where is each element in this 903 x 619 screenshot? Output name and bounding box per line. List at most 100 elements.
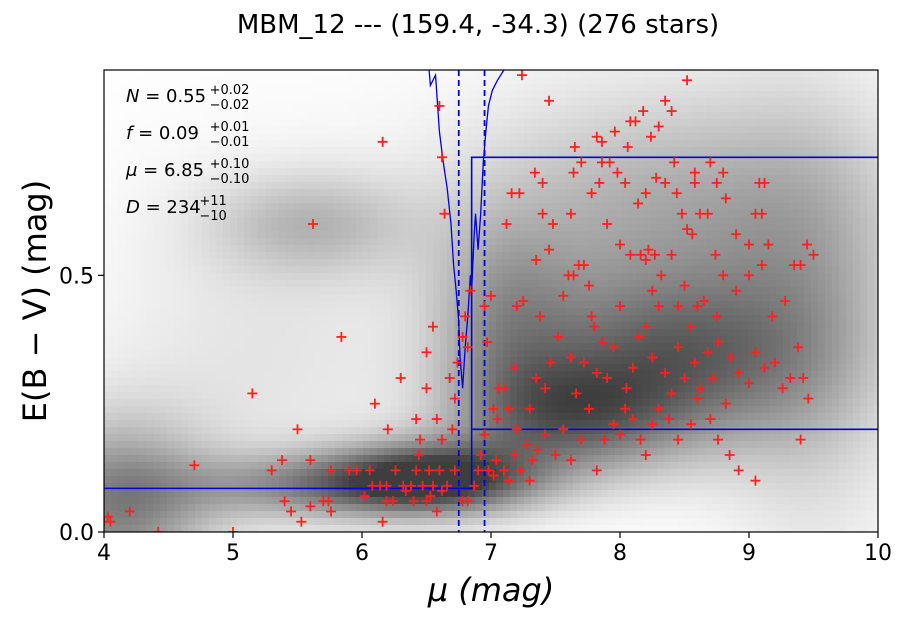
density-cell xyxy=(580,224,588,232)
density-cell xyxy=(188,147,196,155)
density-cell xyxy=(272,245,280,253)
density-cell xyxy=(489,315,497,323)
density-cell xyxy=(524,518,532,526)
density-cell xyxy=(503,343,511,351)
density-cell xyxy=(258,427,266,435)
density-cell xyxy=(153,518,161,526)
density-cell xyxy=(559,259,567,267)
density-cell xyxy=(412,98,420,106)
density-cell xyxy=(209,91,217,99)
density-cell xyxy=(398,273,406,281)
density-cell xyxy=(125,448,133,456)
density-cell xyxy=(111,406,119,414)
density-cell xyxy=(419,133,427,141)
density-cell xyxy=(328,476,336,484)
density-cell xyxy=(300,252,308,260)
density-cell xyxy=(517,504,525,512)
density-cell xyxy=(419,490,427,498)
density-cell xyxy=(545,133,553,141)
density-cell xyxy=(398,133,406,141)
density-cell xyxy=(139,385,147,393)
density-cell xyxy=(160,476,168,484)
density-cell xyxy=(545,259,553,267)
density-cell xyxy=(216,168,224,176)
density-cell xyxy=(405,455,413,463)
density-cell xyxy=(223,448,231,456)
density-cell xyxy=(559,329,567,337)
density-cell xyxy=(496,112,504,120)
density-cell xyxy=(489,455,497,463)
density-cell xyxy=(461,84,469,92)
density-cell xyxy=(433,245,441,253)
density-cell xyxy=(258,105,266,113)
density-cell xyxy=(223,434,231,442)
density-cell xyxy=(195,525,203,532)
density-cell xyxy=(216,343,224,351)
density-cell xyxy=(545,196,553,204)
density-cell xyxy=(286,140,294,148)
density-cell xyxy=(524,329,532,337)
density-cell xyxy=(552,224,560,232)
density-cell xyxy=(223,182,231,190)
density-cell xyxy=(601,504,609,512)
density-cell xyxy=(265,70,273,78)
density-cell xyxy=(391,147,399,155)
density-cell xyxy=(412,476,420,484)
density-cell xyxy=(608,462,616,470)
density-cell xyxy=(594,84,602,92)
density-cell xyxy=(328,154,336,162)
density-cell xyxy=(566,469,574,477)
density-cell xyxy=(132,70,140,78)
density-cell xyxy=(174,217,182,225)
density-cell xyxy=(594,441,602,449)
density-cell xyxy=(258,315,266,323)
density-cell xyxy=(629,119,637,127)
density-cell xyxy=(174,119,182,127)
density-cell xyxy=(118,77,126,85)
density-cell xyxy=(335,224,343,232)
density-cell xyxy=(356,329,364,337)
density-cell xyxy=(202,189,210,197)
density-cell xyxy=(209,469,217,477)
density-cell xyxy=(139,210,147,218)
density-cell xyxy=(279,189,287,197)
density-cell xyxy=(489,322,497,330)
density-cell xyxy=(139,455,147,463)
density-cell xyxy=(391,203,399,211)
density-cell xyxy=(314,308,322,316)
density-cell xyxy=(335,210,343,218)
density-cell xyxy=(335,84,343,92)
density-cell xyxy=(160,161,168,169)
density-cell xyxy=(370,392,378,400)
density-cell xyxy=(237,112,245,120)
density-cell xyxy=(251,329,259,337)
density-cell xyxy=(139,161,147,169)
density-cell xyxy=(587,504,595,512)
density-cell xyxy=(132,364,140,372)
density-cell xyxy=(160,91,168,99)
density-cell xyxy=(440,329,448,337)
density-cell xyxy=(202,133,210,141)
density-cell xyxy=(174,511,182,519)
density-cell xyxy=(454,483,462,491)
density-cell xyxy=(524,392,532,400)
density-cell xyxy=(370,469,378,477)
density-cell xyxy=(321,357,329,365)
density-cell xyxy=(181,238,189,246)
density-cell xyxy=(174,252,182,260)
density-cell xyxy=(377,231,385,239)
density-cell xyxy=(461,406,469,414)
density-cell xyxy=(377,133,385,141)
density-cell xyxy=(356,245,364,253)
density-cell xyxy=(230,469,238,477)
density-cell xyxy=(244,238,252,246)
density-cell xyxy=(132,511,140,519)
density-cell xyxy=(552,210,560,218)
density-cell xyxy=(475,126,483,134)
density-cell xyxy=(293,322,301,330)
density-cell xyxy=(538,357,546,365)
density-cell xyxy=(510,406,518,414)
density-cell xyxy=(538,350,546,358)
density-cell xyxy=(538,168,546,176)
density-cell xyxy=(314,483,322,491)
